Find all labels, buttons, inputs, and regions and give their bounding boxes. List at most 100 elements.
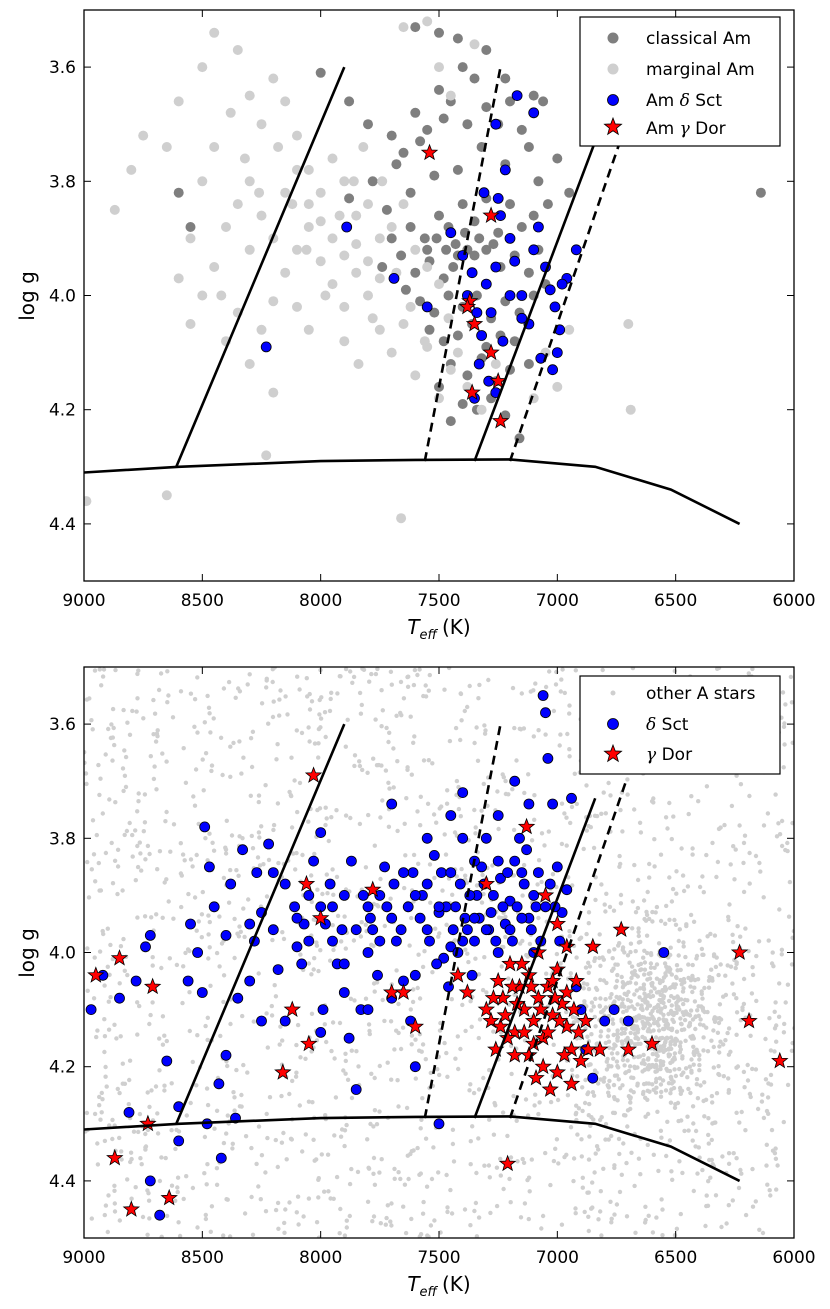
other-a-star-point — [571, 1156, 577, 1161]
other-a-star-point — [278, 1024, 283, 1029]
legend-marker-am-dsct — [607, 94, 619, 106]
other-a-star-point — [237, 834, 242, 839]
other-a-star-point — [312, 851, 317, 857]
other-a-star-point — [458, 691, 464, 697]
other-a-star-point — [592, 1014, 597, 1020]
other-a-star-point — [670, 1038, 675, 1043]
other-a-star-point — [603, 1121, 609, 1127]
other-a-star-point — [598, 1077, 603, 1082]
point-δ-sct — [421, 832, 433, 844]
other-a-star-point — [691, 1050, 696, 1056]
other-a-star-point — [379, 724, 384, 729]
other-a-star-point — [416, 861, 421, 866]
point-marginal-am — [216, 290, 227, 301]
other-a-star-point — [307, 739, 312, 744]
other-a-star-point — [678, 1040, 683, 1045]
other-a-star-point — [713, 1193, 719, 1198]
point-δ-sct — [381, 901, 393, 913]
point-δ-sct — [516, 912, 528, 924]
other-a-star-point — [726, 1052, 732, 1057]
other-a-star-point — [658, 1082, 664, 1087]
point-δ-sct — [244, 918, 256, 930]
other-a-star-point — [481, 781, 486, 787]
point-γ-dor — [311, 909, 330, 926]
other-a-star-point — [668, 1091, 673, 1096]
other-a-star-point — [685, 1075, 690, 1080]
point-marginal-am — [320, 290, 331, 301]
other-a-star-point — [625, 1124, 630, 1129]
legend-label-dsct: δ Sct — [646, 715, 689, 735]
other-a-star-point — [415, 809, 420, 814]
other-a-star-point — [606, 949, 612, 954]
other-a-star-point — [468, 1162, 473, 1167]
other-a-star-point — [323, 1113, 328, 1118]
other-a-star-point — [287, 1091, 292, 1097]
other-a-star-point — [366, 1166, 372, 1171]
other-a-star-point — [571, 1178, 576, 1184]
other-a-star-point — [750, 667, 755, 672]
other-a-star-point — [686, 811, 691, 817]
other-a-star-point — [122, 773, 128, 778]
other-a-star-point — [717, 1044, 722, 1049]
other-a-star-point — [669, 984, 675, 990]
point-marginal-am — [173, 273, 184, 284]
point-marginal-am — [244, 176, 255, 187]
other-a-star-point — [145, 1090, 150, 1095]
other-a-star-point — [97, 949, 103, 954]
point-δ-sct — [303, 890, 315, 901]
point-δ-sct — [213, 1078, 225, 1090]
other-a-star-point — [608, 995, 613, 1000]
other-a-star-point — [387, 730, 392, 735]
other-a-star-point — [218, 735, 224, 740]
other-a-star-point — [702, 1114, 707, 1119]
other-a-star-point — [653, 1090, 659, 1095]
other-a-star-point — [779, 843, 785, 849]
other-a-star-point — [103, 1074, 108, 1079]
other-a-star-point — [155, 1111, 160, 1116]
other-a-star-point — [348, 815, 353, 821]
other-a-star-point — [671, 1079, 676, 1084]
other-a-star-point — [674, 1038, 680, 1043]
other-a-star-point — [376, 904, 381, 909]
other-a-star-point — [700, 874, 705, 879]
point-marginal-am — [239, 153, 250, 164]
point-classical-am — [396, 250, 407, 261]
other-a-star-point — [688, 1008, 694, 1013]
other-a-star-point — [188, 1100, 193, 1106]
other-a-star-point — [292, 778, 297, 783]
point-classical-am — [457, 62, 468, 73]
other-a-star-point — [206, 705, 212, 710]
other-a-star-point — [765, 1182, 770, 1187]
point-γ-dor — [524, 1011, 543, 1029]
other-a-star-point — [109, 722, 114, 727]
point-δ-sct — [173, 1135, 185, 1147]
other-a-star-point — [758, 869, 763, 874]
other-a-star-point — [317, 712, 322, 717]
other-a-star-point — [672, 668, 677, 674]
other-a-star-point — [779, 947, 785, 952]
point-am-δ-sct — [533, 221, 544, 233]
other-a-star-point — [721, 1042, 726, 1047]
other-a-star-point — [609, 1133, 614, 1139]
other-a-star-point — [91, 996, 97, 1001]
top-y-axis-label: log g — [15, 271, 39, 321]
point-δ-sct — [487, 890, 499, 901]
other-a-star-point — [338, 674, 343, 679]
point-classical-am — [173, 187, 184, 198]
other-a-star-point — [283, 694, 288, 699]
other-a-star-point — [477, 682, 482, 688]
other-a-star-point — [231, 1090, 236, 1095]
point-marginal-am — [209, 262, 220, 272]
other-a-star-point — [651, 796, 656, 801]
other-a-star-point — [782, 721, 787, 726]
other-a-star-point — [157, 849, 163, 854]
other-a-star-point — [609, 1051, 615, 1056]
other-a-star-point — [548, 1099, 554, 1105]
other-a-star-point — [343, 1071, 348, 1076]
other-a-star-point — [739, 1109, 744, 1115]
other-a-star-point — [593, 1151, 598, 1156]
other-a-star-point — [647, 875, 652, 880]
other-a-star-point — [328, 958, 333, 963]
other-a-star-point — [601, 790, 606, 795]
other-a-star-point — [706, 1179, 711, 1184]
